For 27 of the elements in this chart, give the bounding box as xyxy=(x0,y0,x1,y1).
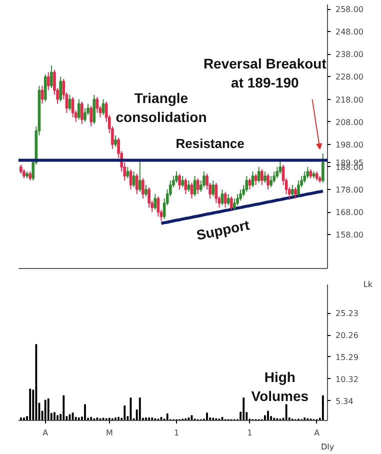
y-tick-label: 248.00 xyxy=(336,28,364,37)
y-tick-label: 228.00 xyxy=(336,72,364,82)
y-axis-title: Lk xyxy=(363,280,373,289)
text: Dly xyxy=(320,442,334,452)
x-tick-label: A xyxy=(314,428,320,438)
annotation: High Volumes xyxy=(251,368,309,404)
y-tick-label: 5.34 xyxy=(336,396,354,406)
x-tick-label: 1 xyxy=(174,428,180,438)
y-tick-label: 178.00 xyxy=(336,186,364,195)
annotation: Reversal Breakout at 189-190 xyxy=(203,56,327,91)
ref-line-label: Resistance xyxy=(176,136,244,152)
x-tick-label: A xyxy=(42,428,49,438)
y-tick-label: 10.32 xyxy=(336,374,358,384)
x-tick-label: 1 xyxy=(247,428,252,438)
annotation: Triangle consolidation xyxy=(116,90,207,126)
y-tick-label: 15.29 xyxy=(336,352,358,362)
y-tick-label: 25.23 xyxy=(336,309,358,318)
y-tick-label: 168.00 xyxy=(336,208,364,218)
y-tick-label: 238.00 xyxy=(336,50,364,60)
annotation: Support xyxy=(195,216,252,244)
x-tick-label: M xyxy=(106,428,113,438)
y-tick-label: 218.00 xyxy=(336,95,364,104)
y-tick-label: 158.00 xyxy=(336,230,364,240)
y-tick-label: 258.00 xyxy=(336,5,364,14)
y-tick-label: 208.00 xyxy=(336,118,364,127)
y-tick-label: 198.00 xyxy=(336,140,364,150)
y-tick-label: 20.26 xyxy=(336,331,358,340)
